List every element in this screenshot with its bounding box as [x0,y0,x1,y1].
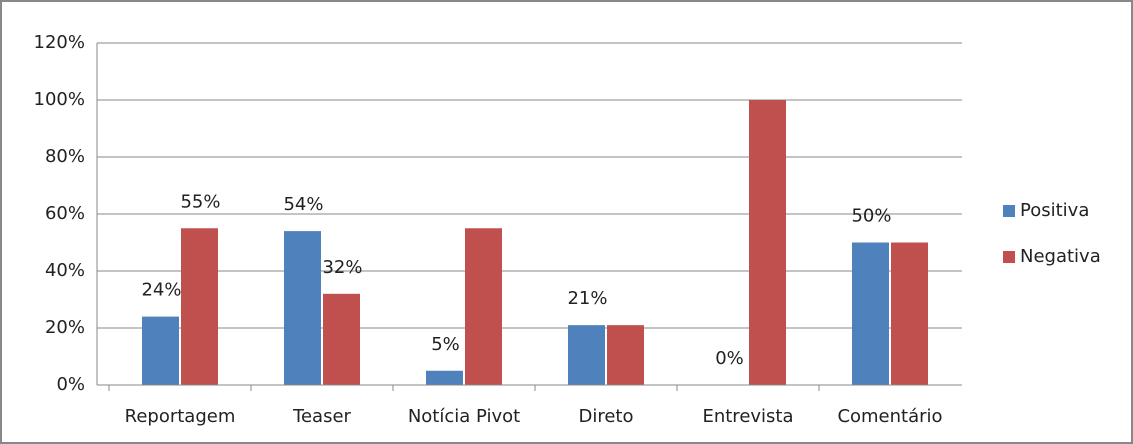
x-tick-label: Direto [578,406,633,427]
legend-swatch [1003,205,1015,217]
bar [749,100,786,385]
data-label: 54% [283,194,323,215]
legend-label: Positiva [1020,200,1089,221]
bar [426,370,463,385]
data-label: 55% [180,191,220,212]
x-tick-label: Comentário [837,406,942,427]
data-label: 5% [431,334,460,355]
legend-label: Negativa [1020,246,1101,267]
bar [181,228,218,385]
y-tick-label: 60% [45,203,85,224]
y-tick-label: 20% [45,317,85,338]
data-label: 0% [715,348,744,369]
y-tick-label: 0% [56,374,85,395]
x-tick-label: Notícia Pivot [408,406,520,427]
x-tick-label: Reportagem [125,406,236,427]
bar [852,242,889,385]
bar [568,325,605,385]
bar [465,228,502,385]
data-label: 24% [141,280,181,301]
data-label: 50% [851,206,891,227]
y-tick-label: 80% [45,146,85,167]
y-tick-label: 40% [45,260,85,281]
data-label: 21% [567,288,607,309]
bar [323,293,360,385]
bar [891,242,928,385]
x-tick-label: Teaser [292,406,351,427]
y-tick-label: 100% [34,89,85,110]
x-tick-label: Entrevista [702,406,793,427]
bar [607,325,644,385]
legend-swatch [1003,251,1015,263]
bar [284,231,321,385]
bar [142,316,179,385]
data-label: 32% [322,257,362,278]
y-tick-label: 120% [34,32,85,53]
